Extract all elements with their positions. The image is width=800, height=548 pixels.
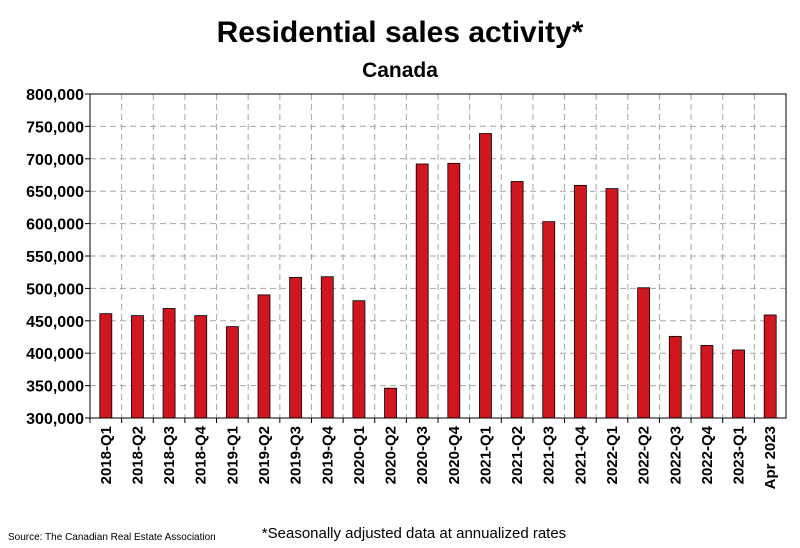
x-tick-label: 2022-Q3	[667, 426, 684, 484]
bar-2021-q1	[479, 133, 492, 419]
y-tick-label: 800,000	[26, 87, 84, 104]
bar-2018-q3	[162, 308, 176, 419]
x-tick-label: 2021-Q4	[572, 425, 589, 484]
x-tick-label: 2019-Q1	[224, 426, 241, 484]
x-tick-label: 2021-Q3	[541, 426, 558, 484]
bar-2019-q4	[320, 276, 334, 419]
bar-2020-q1	[352, 300, 366, 419]
bar-2021-q2	[510, 181, 524, 419]
x-tick-label: 2019-Q3	[288, 426, 305, 484]
y-tick-label: 500,000	[26, 281, 84, 298]
bar-2018-q4	[194, 315, 208, 419]
bar-2019-q2	[257, 294, 271, 419]
y-tick-label: 600,000	[26, 217, 84, 234]
x-tick-label: 2021-Q2	[509, 426, 526, 484]
bar-2018-q1	[99, 313, 113, 419]
x-tick-label: Apr 2023	[762, 426, 779, 489]
y-tick-label: 700,000	[26, 152, 84, 169]
footnote: *Seasonally adjusted data at annualized …	[262, 525, 566, 542]
bar-2020-q2	[384, 387, 397, 419]
bar-2020-q4	[447, 162, 461, 419]
chart-subtitle: Canada	[362, 59, 438, 82]
y-tick-label: 400,000	[26, 346, 84, 363]
x-tick-label: 2022-Q2	[636, 426, 653, 484]
bar-2019-q3	[289, 276, 303, 419]
x-tick-label: 2023-Q1	[731, 426, 748, 484]
x-tick-label: 2020-Q2	[383, 426, 400, 484]
bar-2018-q2	[131, 315, 144, 419]
x-tick-label: 2020-Q3	[414, 426, 431, 484]
source-note: Source: The Canadian Real Estate Associa…	[8, 532, 216, 543]
y-tick-label: 350,000	[26, 379, 84, 396]
bar-2023-q1	[732, 349, 745, 419]
x-tick-label: 2021-Q1	[477, 426, 494, 484]
y-tick-label: 450,000	[26, 314, 84, 331]
x-tick-label: 2019-Q2	[256, 426, 273, 484]
x-tick-label: 2022-Q1	[604, 426, 621, 484]
grid-lines	[90, 94, 786, 418]
y-tick-label: 550,000	[26, 249, 84, 266]
x-tick-label: 2019-Q4	[319, 425, 336, 484]
bar-2020-q3	[415, 163, 429, 419]
bar-2022-q3	[668, 335, 682, 419]
bar-2022-q2	[637, 287, 651, 419]
bar-2022-q4	[700, 345, 714, 419]
bar-2019-q1	[225, 326, 239, 419]
bar-2021-q4	[573, 184, 587, 419]
bar-apr-2023	[763, 314, 777, 419]
x-tick-label: 2020-Q4	[446, 425, 463, 484]
x-tick-label: 2018-Q4	[193, 425, 210, 484]
y-axis-ticks: 300,000 350,000 400,000 450,000 500,000 550,0…	[26, 87, 90, 428]
bar-2022-q1	[605, 188, 619, 419]
x-tick-label: 2022-Q4	[699, 425, 716, 484]
x-tick-label: 2018-Q1	[98, 426, 115, 484]
bar-2021-q3	[542, 221, 556, 419]
y-tick-label: 750,000	[26, 119, 84, 136]
x-tick-label: 2020-Q1	[351, 426, 368, 484]
chart-title: Residential sales activity*	[217, 16, 584, 49]
y-tick-label: 650,000	[26, 184, 84, 201]
x-tick-label: 2018-Q2	[129, 426, 146, 484]
x-tick-label: 2018-Q3	[161, 426, 178, 484]
x-axis-ticks: 2018-Q1 2018-Q2 2018-Q3 2018-Q4 2019-Q1 2019-…	[89, 418, 779, 489]
bars	[99, 133, 777, 419]
y-tick-label: 300,000	[26, 411, 84, 428]
